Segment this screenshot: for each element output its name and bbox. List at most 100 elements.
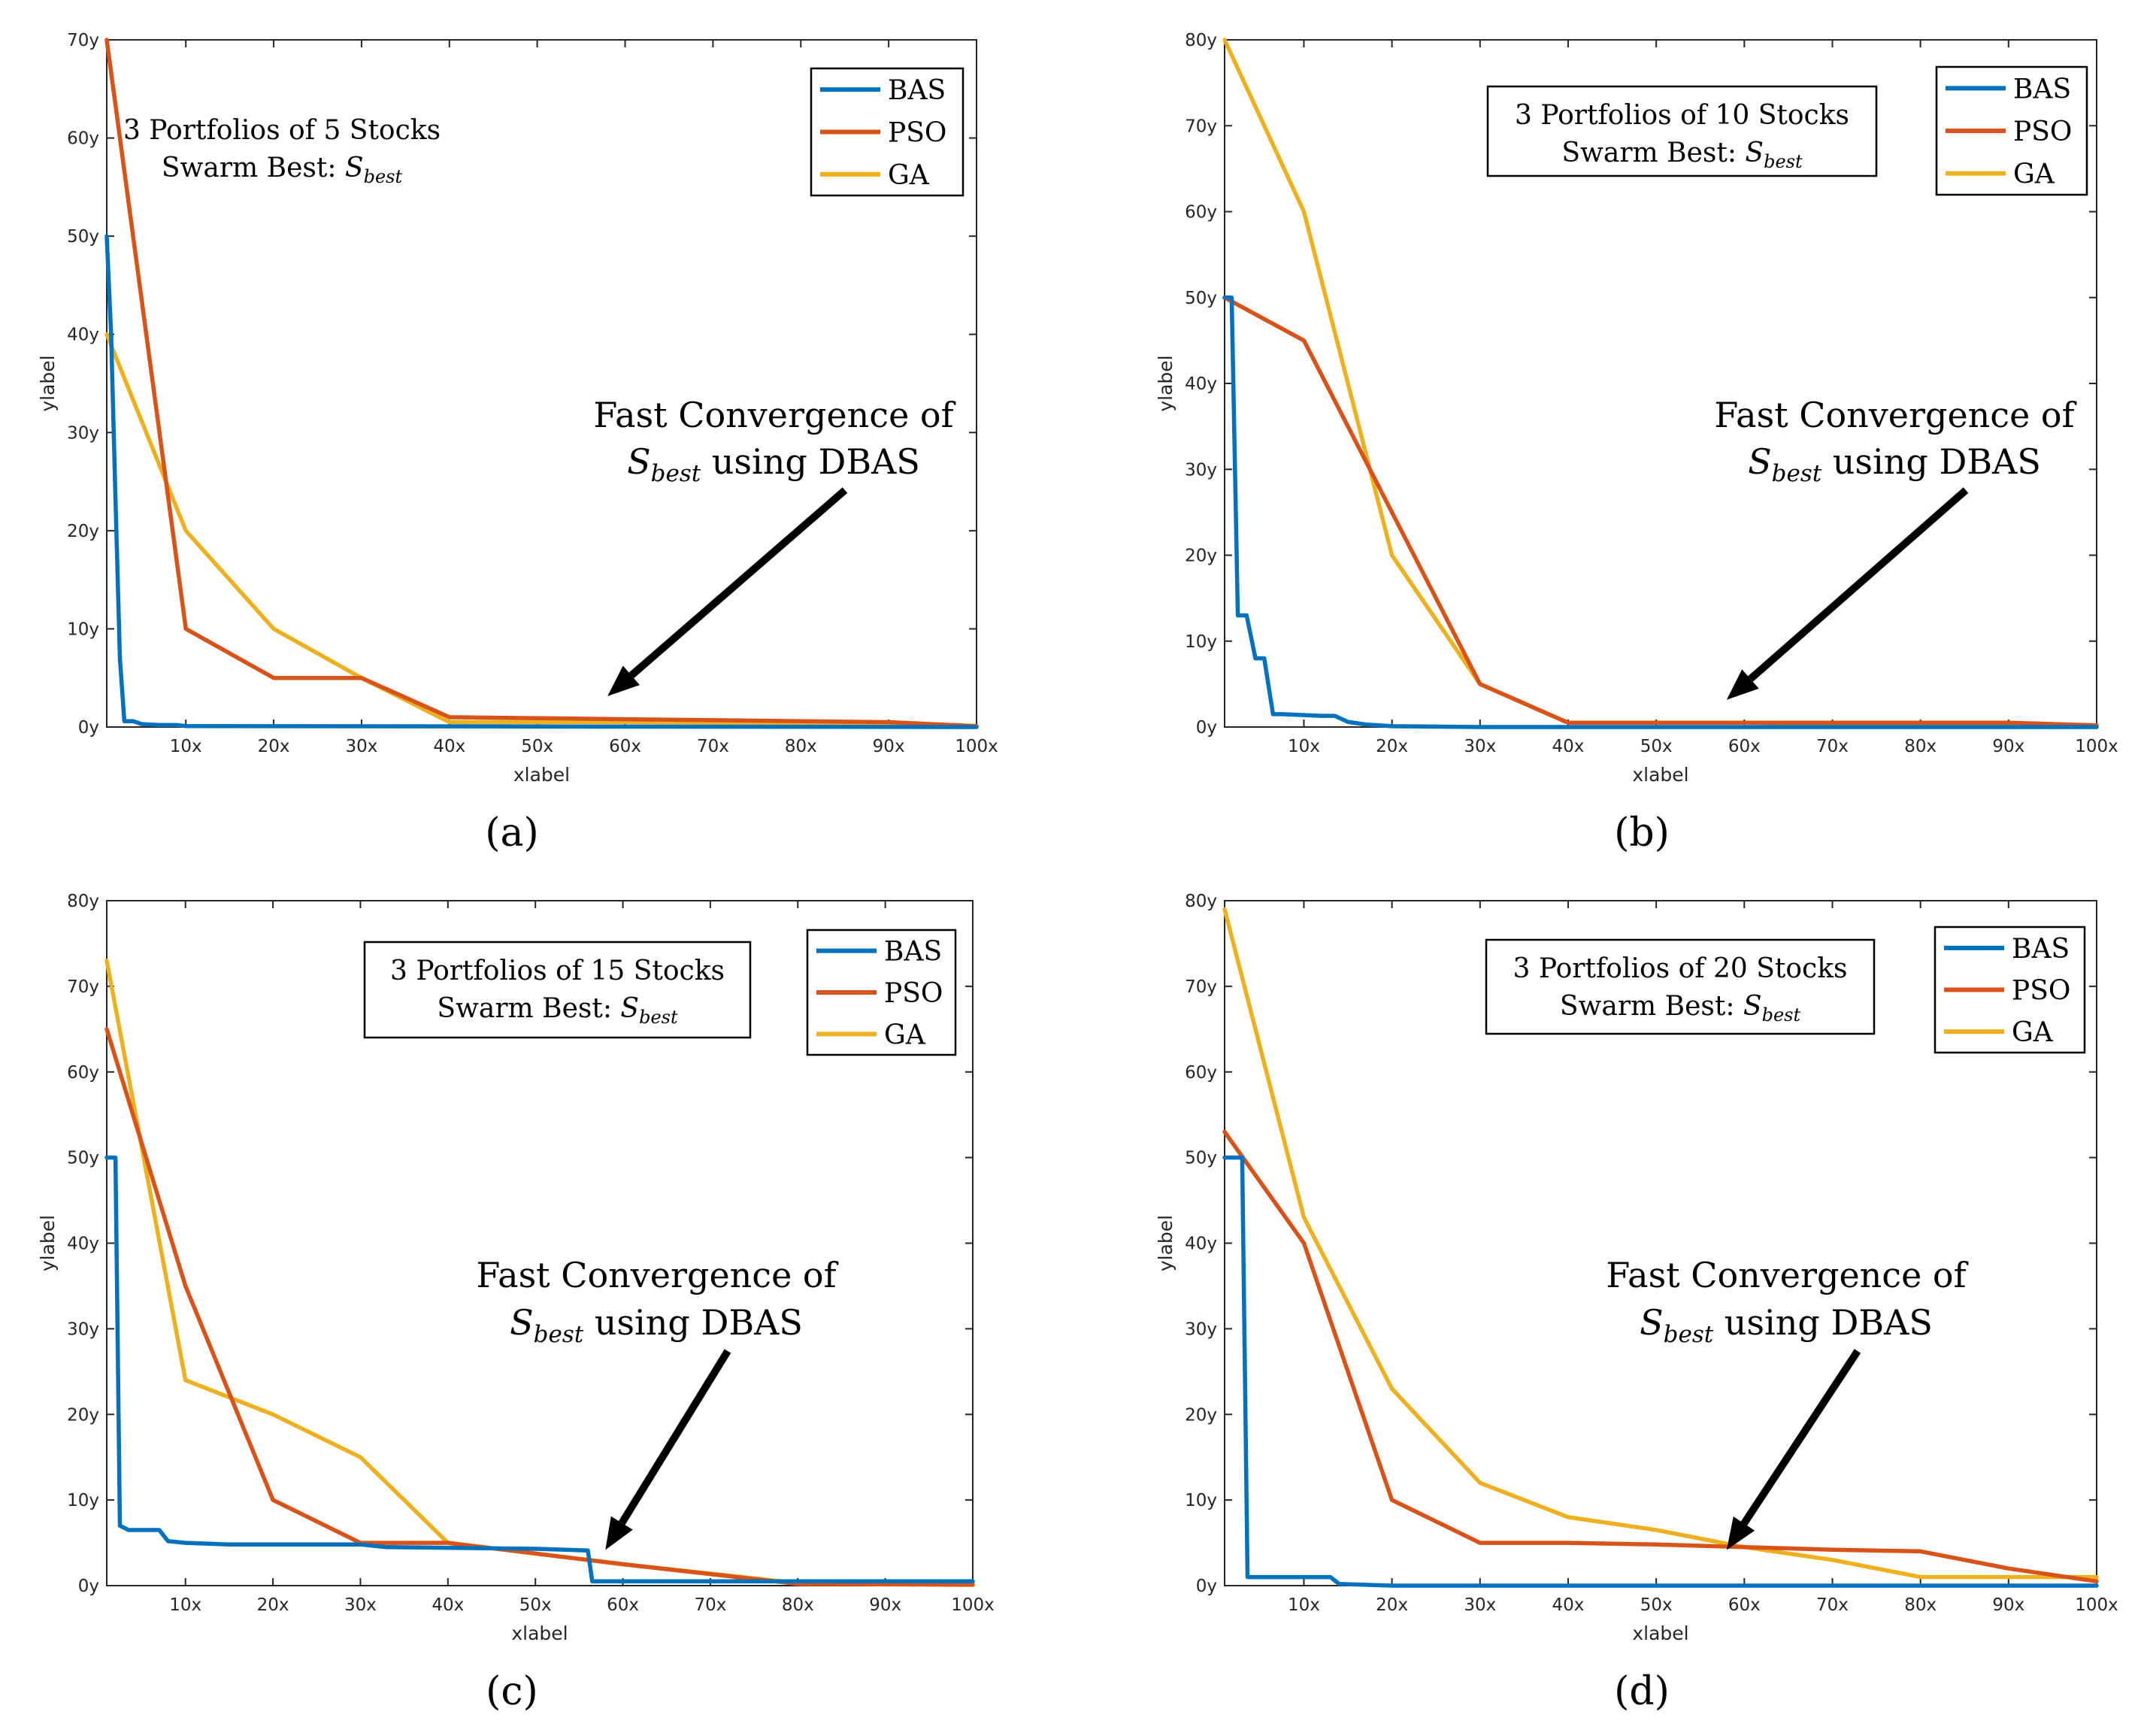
x-tick-label: 40x: [1552, 1595, 1585, 1615]
x-axis-label: xlabel: [511, 1622, 568, 1644]
annotation-arrow-head: [1726, 669, 1759, 700]
subtitle-subscript: best: [1764, 151, 1803, 172]
y-tick-label: 0y: [1196, 1577, 1217, 1596]
x-tick-label: 100x: [955, 737, 998, 756]
annotation-rest: using DBAS: [701, 441, 920, 482]
x-tick-label: 90x: [869, 1595, 901, 1615]
x-tick-label: 40x: [1552, 737, 1585, 756]
y-tick-label: 40y: [67, 1235, 99, 1254]
chart-title: 3 Portfolios of 20 Stocks: [1513, 953, 1847, 984]
series-line-ga: [1222, 907, 2099, 1580]
annotation-rest: using DBAS: [1713, 1302, 1933, 1343]
legend-label-bas: BAS: [884, 937, 942, 968]
annotation-line2: Sbest using DBAS: [1748, 441, 2041, 487]
legend-label-pso: PSO: [884, 978, 943, 1009]
legend-label-bas: BAS: [2012, 934, 2070, 965]
chart-title-box: [1486, 85, 1878, 177]
y-tick-label: 10y: [67, 620, 99, 639]
x-tick-label: 10x: [170, 737, 202, 756]
annotation-arrow-shaft: [1748, 487, 1969, 682]
legend-label-ga: GA: [2012, 1017, 2054, 1048]
y-tick-label: 0y: [1196, 718, 1217, 738]
y-tick-label: 20y: [1185, 1405, 1217, 1425]
y-tick-label: 60y: [67, 129, 99, 149]
y-axis-label: ylabel: [37, 355, 59, 411]
y-tick-label: 30y: [67, 1319, 99, 1339]
x-tick-label: 70x: [1816, 1595, 1849, 1615]
x-tick-label: 60x: [609, 737, 641, 756]
y-tick-label: 60y: [67, 1063, 99, 1083]
chart-panel-b: 10x 20x 30x 40x 50x 60x 70x 80x 90x 100x 0y 10y 20y 3…: [1155, 31, 2118, 856]
subtitle-symbol: S: [1743, 991, 1762, 1022]
annotation-line1: Fast Convergence of: [476, 1255, 838, 1295]
annotation-symbol: S: [1640, 1302, 1664, 1343]
x-tick-label: 20x: [257, 1595, 289, 1615]
x-tick-label: 60x: [1728, 737, 1761, 756]
y-tick-label: 30y: [1185, 1319, 1217, 1339]
x-tick-label: 80x: [1904, 1595, 1937, 1615]
chart-panel-a: 10x 20x 30x 40x 50x 60x 70x 80x 90x 100x 0y 10y 20y 3…: [37, 31, 998, 856]
subtitle-symbol: S: [345, 153, 364, 183]
y-tick-label: 20y: [67, 1405, 99, 1425]
x-tick-label: 10x: [1288, 737, 1320, 756]
series-line-pso: [104, 38, 979, 729]
annotation-arrow-head: [605, 1516, 633, 1550]
y-tick-label: 40y: [1185, 374, 1217, 394]
x-tick-label: 50x: [1640, 737, 1673, 756]
series-line-bas: [104, 234, 979, 729]
annotation-symbol: S: [627, 441, 651, 482]
legend-label-pso: PSO: [888, 118, 946, 149]
x-tick-label: 30x: [345, 737, 377, 756]
x-tick-label: 80x: [1904, 737, 1937, 756]
annotation-line1: Fast Convergence of: [1714, 395, 2076, 435]
y-tick-label: 60y: [1185, 1063, 1217, 1083]
chart-title-box: [1485, 938, 1876, 1035]
y-axis-label: ylabel: [37, 1215, 59, 1271]
subtitle-text: Swarm Best:: [437, 993, 620, 1024]
y-tick-label: 70y: [1185, 977, 1217, 997]
y-tick-label: 10y: [1185, 1491, 1217, 1510]
y-tick-label: 80y: [1185, 31, 1217, 50]
legend-label-ga: GA: [2013, 159, 2055, 190]
chart-subtitle: Swarm Best: Sbest: [1561, 138, 1803, 172]
annotation-arrow-head: [607, 665, 640, 696]
y-tick-label: 20y: [1185, 547, 1217, 566]
y-axis-label: ylabel: [1155, 355, 1176, 411]
y-tick-label: 80y: [1185, 892, 1217, 911]
x-tick-label: 60x: [607, 1595, 639, 1615]
x-tick-label: 40x: [433, 737, 465, 756]
x-tick-label: 50x: [1640, 1595, 1673, 1615]
y-tick-label: 40y: [1185, 1235, 1217, 1254]
legend-label-pso: PSO: [2013, 117, 2072, 147]
legend-label-bas: BAS: [888, 75, 946, 106]
y-tick-label: 70y: [67, 31, 99, 50]
chart-panel-d: 10x 20x 30x 40x 50x 60x 70x 80x 90x 100x 0y 10y 20y 3…: [1155, 892, 2118, 1714]
x-tick-label: 100x: [2075, 1595, 2118, 1615]
x-tick-label: 30x: [1464, 737, 1496, 756]
chart-subtitle: Swarm Best: Sbest: [437, 993, 678, 1028]
chart-title: 3 Portfolios of 10 Stocks: [1515, 100, 1849, 131]
x-tick-label: 100x: [2075, 737, 2118, 756]
y-tick-label: 80y: [67, 892, 99, 911]
series-line-pso: [1222, 295, 2099, 728]
y-tick-label: 50y: [67, 1149, 99, 1168]
annotation-line1: Fast Convergence of: [1606, 1255, 1968, 1295]
series-line-bas: [1222, 1155, 2099, 1588]
panel-caption: (d): [1614, 1669, 1670, 1714]
y-axis-label: ylabel: [1155, 1215, 1176, 1271]
annotation-line1: Fast Convergence of: [593, 395, 955, 435]
annotation-arrow-head: [1726, 1516, 1755, 1550]
y-tick-label: 30y: [67, 423, 99, 443]
legend-label-pso: PSO: [2012, 976, 2070, 1007]
x-tick-label: 90x: [1992, 737, 2024, 756]
x-tick-label: 40x: [432, 1595, 464, 1615]
annotation-arrow-shaft: [619, 1349, 731, 1525]
annotation-arrow-shaft: [1740, 1349, 1861, 1526]
subtitle-text: Swarm Best:: [1560, 991, 1743, 1022]
legend-label-ga: GA: [884, 1019, 926, 1050]
series-line-pso: [1222, 1129, 2099, 1584]
y-tick-label: 50y: [1185, 289, 1217, 308]
x-axis-label: xlabel: [1632, 1622, 1688, 1644]
subtitle-subscript: best: [364, 166, 403, 187]
